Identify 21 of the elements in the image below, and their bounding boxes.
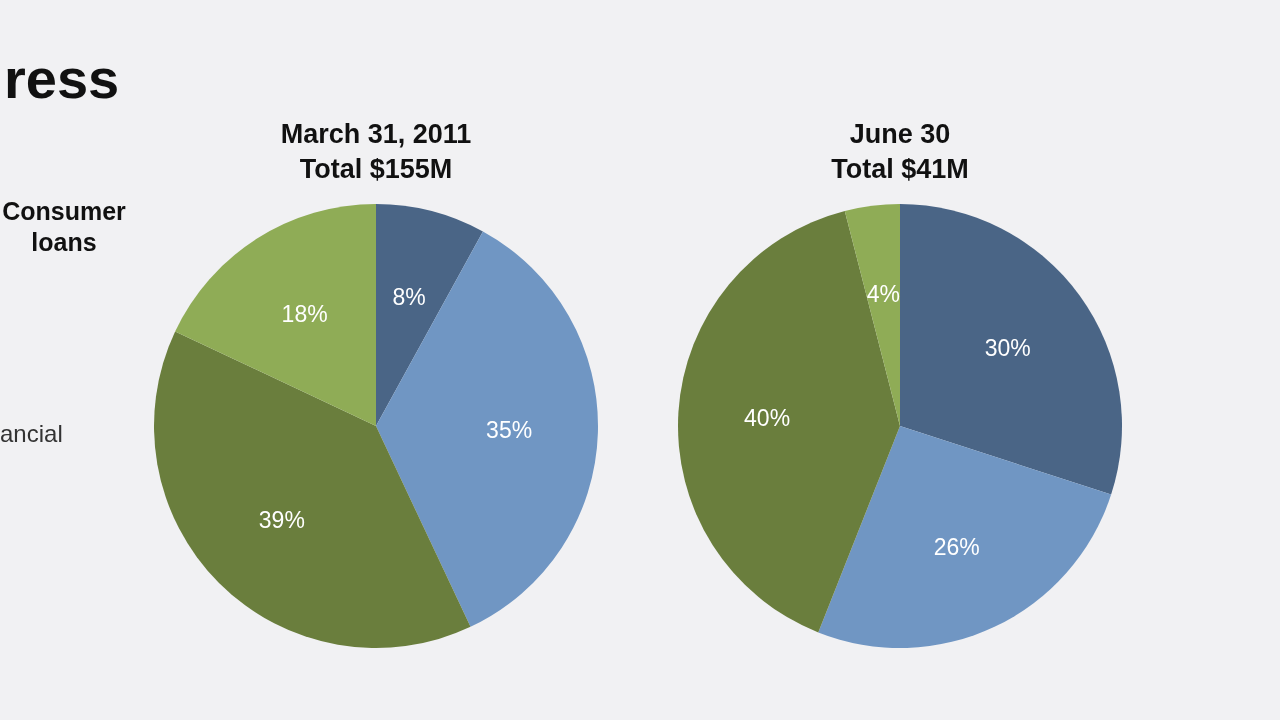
data-label: 4% — [866, 280, 900, 307]
pie-slice — [818, 426, 1112, 648]
data-label: 39% — [258, 507, 305, 534]
data-label: 35% — [486, 417, 533, 444]
pie-slice — [175, 204, 376, 426]
pie-slice — [678, 210, 900, 633]
text: ancial — [0, 420, 63, 447]
text: Consumer loans — [2, 197, 127, 256]
pie-slice — [900, 204, 1122, 495]
data-label: 18% — [281, 300, 328, 327]
pie-slice — [376, 204, 483, 426]
chart-subtitle: June 30 Total $41M — [831, 119, 969, 184]
pie-slice — [376, 231, 598, 627]
data-label: 40% — [744, 404, 791, 431]
data-label: 8% — [392, 283, 426, 310]
chart-subtitle: March 31, 2011 Total $155M — [280, 119, 472, 184]
pie-slice — [154, 331, 471, 648]
pie-slice — [844, 204, 900, 426]
data-label: 30% — [984, 334, 1031, 361]
chart-title: ress — [4, 47, 120, 110]
data-label: 26% — [933, 533, 980, 560]
